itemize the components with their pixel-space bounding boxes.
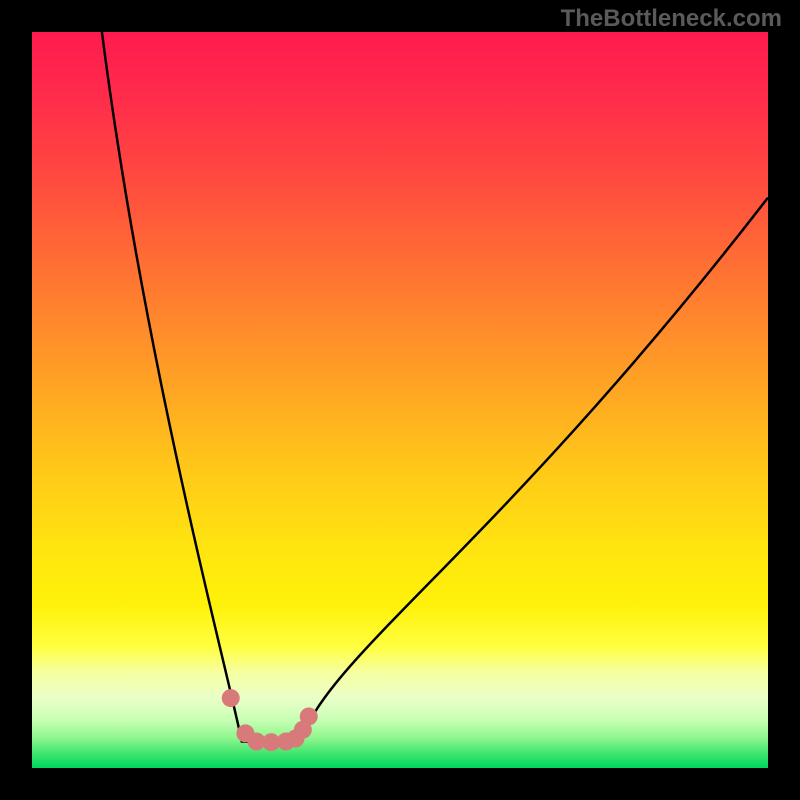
trough-marker-dot: [300, 707, 318, 725]
chart-canvas: TheBottleneck.com: [0, 0, 800, 800]
watermark-text: TheBottleneck.com: [561, 5, 782, 32]
gradient-background: [32, 32, 768, 768]
trough-marker-dot: [222, 689, 240, 707]
